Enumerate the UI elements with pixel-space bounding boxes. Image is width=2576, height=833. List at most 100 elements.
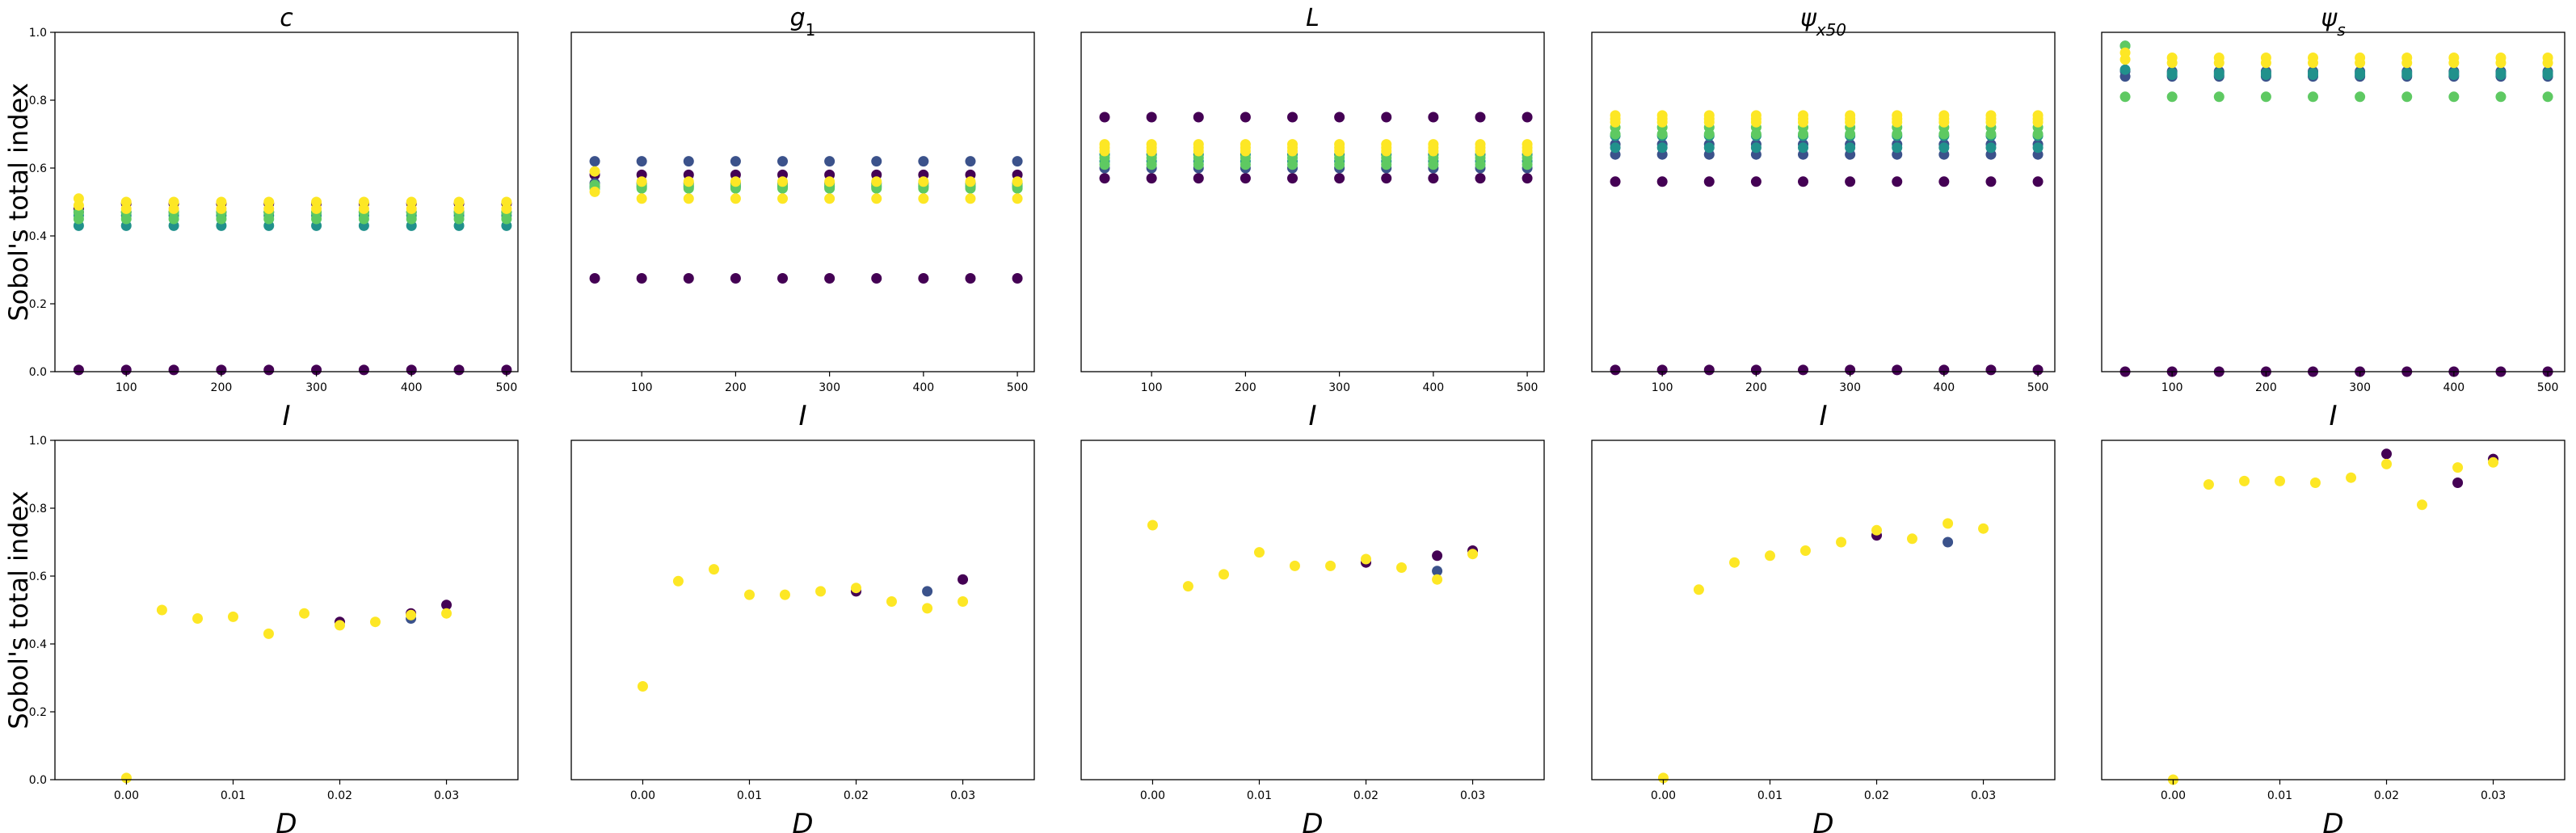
data-point [227, 611, 238, 622]
data-point [263, 628, 274, 639]
subplot-bottom-5: 0.00 0.01 0.02 0.03 D [2101, 440, 2565, 833]
axes-frame [570, 32, 1035, 372]
data-point [2308, 91, 2319, 103]
data-point [918, 193, 929, 204]
data-point [2416, 499, 2427, 511]
x-tick-label: 0.01 [221, 789, 246, 802]
data-point [1892, 142, 1903, 154]
x-tick-label: 300 [1839, 381, 1861, 394]
data-point [1475, 142, 1486, 154]
subplot-title: c [280, 4, 293, 32]
y-tick-label: 0.0 [29, 366, 47, 379]
data-point [2274, 475, 2285, 486]
data-point [1381, 111, 1392, 123]
data-point [1938, 142, 1950, 154]
data-point [709, 564, 720, 575]
y-tick-label: 0.6 [29, 570, 47, 583]
x-tick-label: 0.02 [327, 789, 352, 802]
data-point [2401, 91, 2413, 103]
data-point [2166, 69, 2178, 80]
data-point [2166, 57, 2178, 69]
subplot-bottom-1: 0.00 0.01 0.02 0.03 0.0 0.2 0.4 0.6 0.8 1.0 D Sobol… [3, 435, 519, 833]
data-point [636, 176, 647, 187]
data-point [1289, 560, 1300, 571]
data-point [683, 193, 694, 204]
data-point [2381, 448, 2393, 460]
data-point [1522, 111, 1533, 123]
data-point [1475, 111, 1486, 123]
axes-frame [1591, 32, 2056, 372]
data-point [1099, 111, 1110, 123]
data-point [2495, 69, 2507, 80]
data-point [263, 196, 275, 208]
data-point [1012, 273, 1023, 284]
data-point [1467, 549, 1479, 560]
y-axis-label: Sobol's total index [3, 82, 34, 321]
data-point [683, 273, 694, 284]
data-point [1729, 557, 1740, 568]
y-tick-label: 0.4 [29, 230, 47, 243]
data-point [2355, 69, 2366, 80]
data-point [1703, 110, 1715, 121]
axes-frame [54, 32, 519, 372]
data-point [1798, 176, 1809, 187]
data-point [1146, 111, 1157, 123]
x-tick-label: 0.01 [737, 789, 762, 802]
x-tick-label: 500 [1007, 381, 1029, 394]
data-point [2213, 57, 2225, 69]
data-point [1892, 176, 1903, 187]
data-point [1750, 110, 1762, 121]
data-point [216, 196, 227, 208]
data-point [156, 604, 167, 616]
x-tick-label: 0.03 [950, 789, 975, 802]
data-point [1764, 550, 1775, 562]
data-point [672, 575, 684, 587]
data-point [1012, 176, 1023, 187]
subplot-top-3: 100 200 300 400 500 L I [1080, 4, 1545, 432]
data-point [824, 193, 836, 204]
data-point [1892, 110, 1903, 121]
data-point [1610, 142, 1621, 154]
x-tick-label: 300 [2349, 381, 2371, 394]
x-axis-label: I [2329, 400, 2337, 432]
x-tick-label: 0.02 [844, 789, 869, 802]
data-point [1012, 193, 1023, 204]
data-point [730, 156, 741, 167]
data-point [2448, 91, 2460, 103]
data-point [1845, 176, 1856, 187]
data-point [1381, 173, 1392, 184]
data-point [779, 589, 790, 600]
data-point [2032, 110, 2044, 121]
data-point [636, 273, 647, 284]
subplot-title: L [1306, 4, 1320, 32]
data-point [2308, 57, 2319, 69]
data-point [1193, 159, 1204, 170]
data-point [358, 364, 369, 376]
data-point [1099, 142, 1110, 154]
data-point [120, 213, 132, 225]
x-tick-label: 200 [1745, 381, 1767, 394]
x-axis-label: I [1308, 400, 1316, 432]
data-point [1432, 550, 1443, 562]
data-point [2452, 478, 2464, 488]
data-point [1240, 159, 1251, 170]
data-point [743, 589, 755, 600]
x-tick-label: 100 [1141, 381, 1163, 394]
x-tick-label: 100 [1652, 381, 1673, 394]
data-point [1943, 536, 1954, 548]
x-axis-label: D [1302, 808, 1323, 833]
data-point [589, 186, 600, 197]
data-point [1693, 584, 1704, 595]
data-point [1610, 110, 1621, 121]
data-point [2032, 176, 2044, 187]
data-point [851, 583, 862, 594]
data-point [1428, 173, 1439, 184]
y-tick-label: 0.0 [29, 774, 47, 787]
data-point [1240, 111, 1251, 123]
data-point [1395, 562, 1407, 573]
data-point [2346, 472, 2357, 483]
data-point [965, 193, 976, 204]
x-tick-label: 400 [2443, 381, 2464, 394]
data-point [871, 273, 882, 284]
